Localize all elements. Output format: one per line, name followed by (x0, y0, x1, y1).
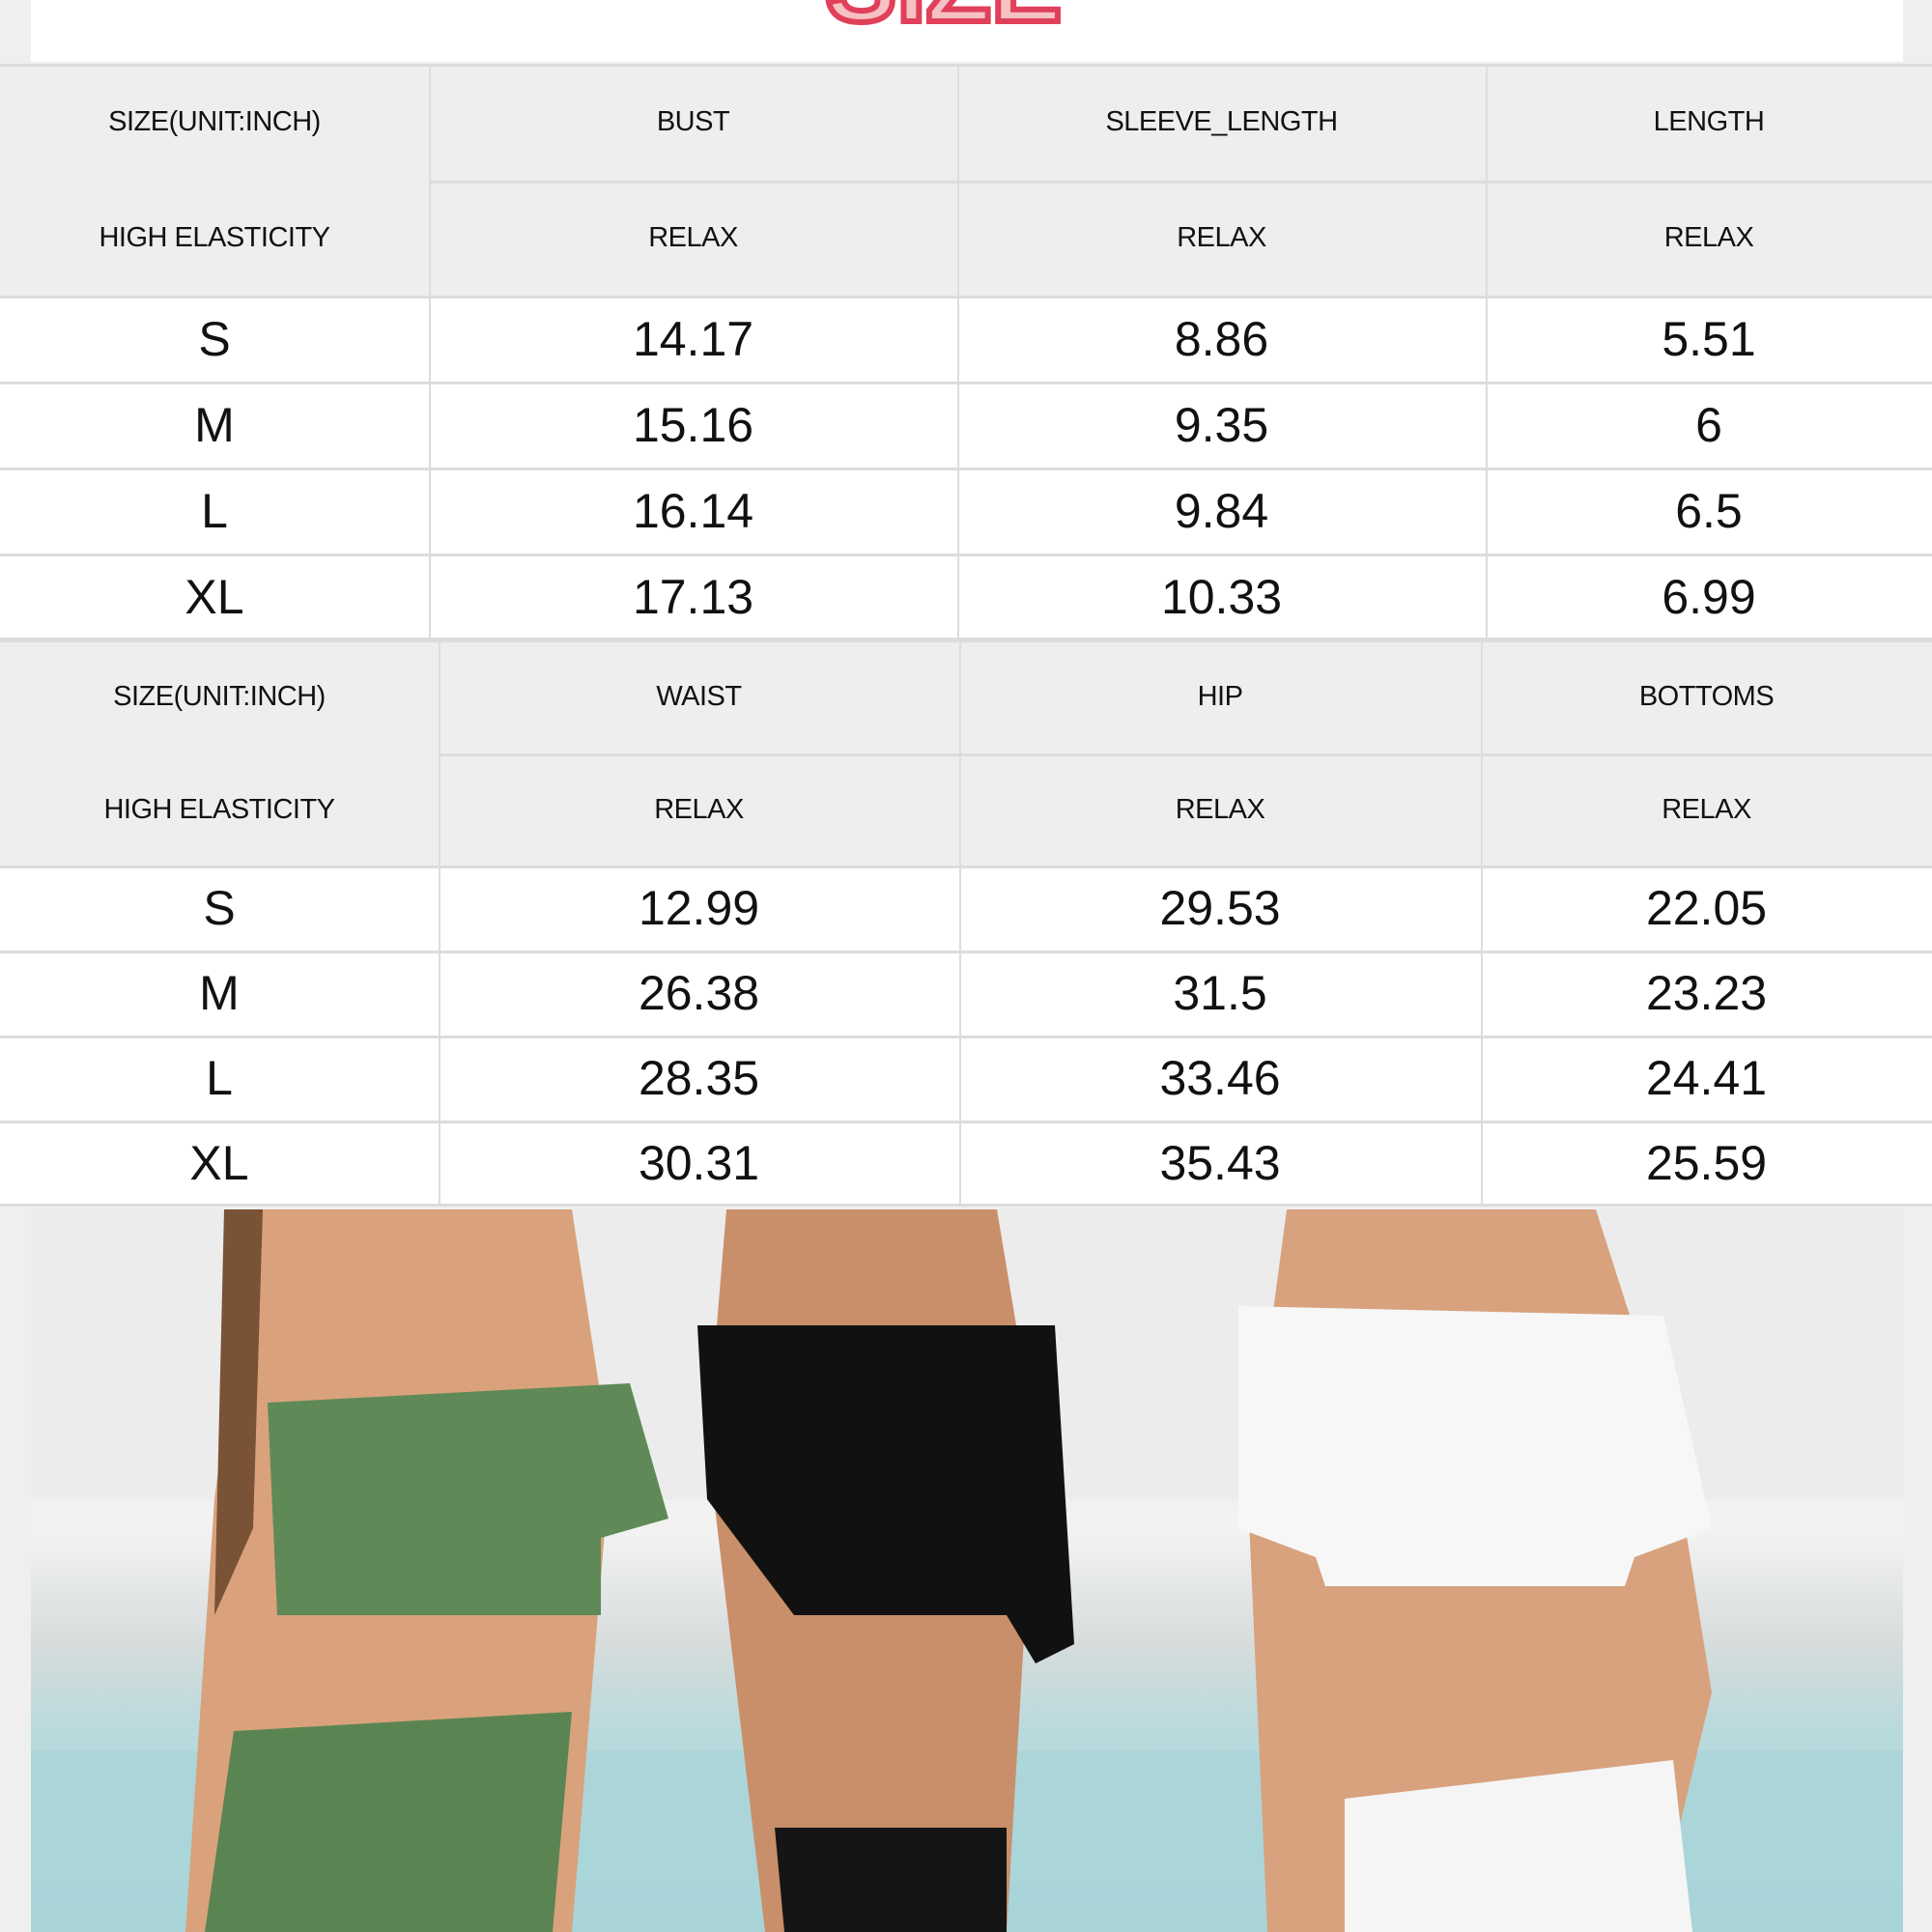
row-divider (0, 554, 1932, 556)
measurement-cell: 8.86 (957, 296, 1486, 382)
measurement-cell: 24.41 (1481, 1036, 1932, 1121)
row-divider (0, 1036, 1932, 1038)
measurement-cell: 23.23 (1481, 951, 1932, 1036)
size-label-cell: L (0, 1036, 439, 1121)
measurement-cell: 10.33 (957, 554, 1486, 639)
black-top (697, 1325, 1074, 1663)
measurement-cell: 9.35 (957, 382, 1486, 468)
measurement-cell: 31.5 (959, 951, 1481, 1036)
column-divider (439, 639, 440, 1206)
measurement-cell: 25.59 (1481, 1121, 1932, 1206)
column-subheader: HIGH ELASTICITY (0, 181, 429, 296)
column-subheader: RELAX (1481, 753, 1932, 866)
column-header: SLEEVE_LENGTH (957, 64, 1486, 181)
row-divider (0, 638, 1932, 640)
size-label-cell: M (0, 951, 439, 1036)
row-divider (0, 1121, 1932, 1123)
size-table-top: SIZE(UNIT:INCH) BUST SLEEVE_LENGTH LENGTH HI… (0, 64, 1932, 640)
measurement-cell: 14.17 (429, 296, 957, 382)
row-divider (0, 639, 1932, 642)
measurement-cell: 35.43 (959, 1121, 1481, 1206)
column-subheader: RELAX (439, 753, 959, 866)
size-label-cell: S (0, 296, 429, 382)
column-subheader: RELAX (959, 753, 1481, 866)
column-subheader: RELAX (429, 181, 957, 296)
measurement-cell: 6 (1486, 382, 1932, 468)
column-header: LENGTH (1486, 64, 1932, 181)
row-divider (439, 753, 1932, 756)
column-subheader: HIGH ELASTICITY (0, 753, 439, 866)
size-table-bottom: SIZE(UNIT:INCH) WAIST HIP BOTTOMS HIGH ELAST… (0, 639, 1932, 1207)
column-header: SIZE(UNIT:INCH) (0, 64, 429, 181)
column-subheader: RELAX (1486, 181, 1932, 296)
white-bottom (1345, 1760, 1692, 1932)
column-header: SIZE(UNIT:INCH) (0, 639, 439, 753)
row-divider (429, 181, 1932, 184)
column-divider (1481, 639, 1483, 1206)
measurement-cell: 5.51 (1486, 296, 1932, 382)
column-divider (959, 639, 961, 1206)
green-top (268, 1383, 668, 1615)
row-divider (0, 296, 1932, 298)
measurement-cell: 33.46 (959, 1036, 1481, 1121)
column-subheader: RELAX (957, 181, 1486, 296)
measurement-cell: 6.5 (1486, 468, 1932, 554)
measurement-cell: 30.31 (439, 1121, 959, 1206)
row-divider (0, 468, 1932, 470)
measurement-cell: 6.99 (1486, 554, 1932, 639)
black-bottom (775, 1828, 1007, 1932)
size-label-cell: S (0, 866, 439, 951)
measurement-cell: 26.38 (439, 951, 959, 1036)
measurement-cell: 28.35 (439, 1036, 959, 1121)
row-divider (0, 64, 1932, 67)
size-label-cell: M (0, 382, 429, 468)
column-divider (429, 64, 431, 639)
measurement-cell: 16.14 (429, 468, 957, 554)
column-header: BOTTOMS (1481, 639, 1932, 753)
top-banner: SIZE (31, 0, 1903, 62)
models-illustration (31, 1209, 1903, 1932)
row-divider (0, 1204, 1932, 1207)
measurement-cell: 12.99 (439, 866, 959, 951)
row-divider (0, 951, 1932, 953)
column-header: BUST (429, 64, 957, 181)
column-divider (957, 64, 959, 639)
product-photo (31, 1209, 1903, 1932)
measurement-cell: 9.84 (957, 468, 1486, 554)
row-divider (0, 866, 1932, 868)
green-bottom (205, 1712, 572, 1932)
column-divider (1486, 64, 1488, 639)
column-header: HIP (959, 639, 1481, 753)
measurement-cell: 22.05 (1481, 866, 1932, 951)
column-header: WAIST (439, 639, 959, 753)
white-top (1238, 1306, 1712, 1586)
size-label-cell: XL (0, 1121, 439, 1206)
svg-text:SIZE: SIZE (826, 0, 1063, 25)
size-label-cell: XL (0, 554, 429, 639)
row-divider (0, 382, 1932, 384)
measurement-cell: 15.16 (429, 382, 957, 468)
size-label-cell: L (0, 468, 429, 554)
size-logo: SIZE (823, 0, 1065, 25)
measurement-cell: 17.13 (429, 554, 957, 639)
measurement-cell: 29.53 (959, 866, 1481, 951)
